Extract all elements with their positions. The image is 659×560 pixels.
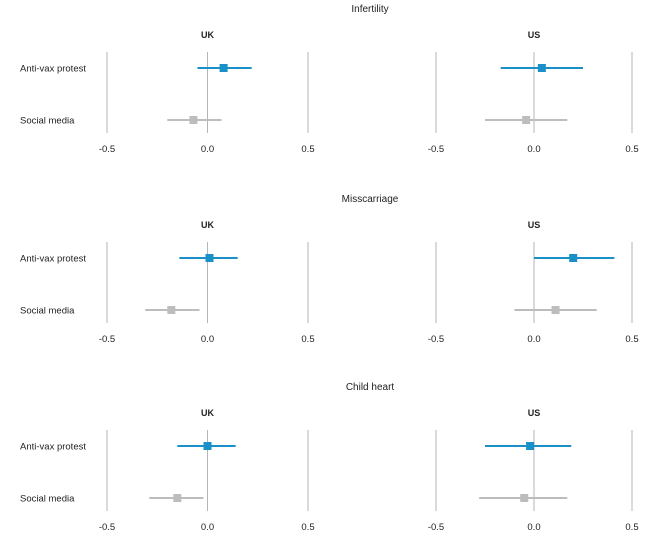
tick-label: 0.0 (201, 144, 214, 155)
point-estimate (167, 306, 176, 314)
tick-label: 0.5 (301, 522, 314, 533)
panel-title: Infertility (351, 4, 388, 15)
facet-label: UK (201, 30, 214, 40)
facet-label: UK (201, 408, 214, 418)
tick-label: 0.0 (201, 522, 214, 533)
point-estimate (189, 116, 198, 124)
tick-label: 0.0 (527, 334, 540, 345)
point-estimate (522, 116, 531, 124)
point-estimate (203, 442, 212, 450)
facet-label: US (528, 220, 541, 230)
tick-label: -0.5 (428, 144, 444, 155)
tick-label: -0.5 (99, 334, 115, 345)
point-estimate (520, 494, 529, 502)
facet-label: US (528, 408, 541, 418)
row-label: Social media (20, 116, 75, 127)
tick-label: -0.5 (428, 334, 444, 345)
tick-label: -0.5 (99, 144, 115, 155)
tick-label: 0.5 (301, 144, 314, 155)
facet-us: US -0.5 0.0 0.5 (428, 30, 639, 155)
facet-us: US -0.5 0.0 0.5 (428, 220, 639, 345)
tick-label: 0.5 (625, 522, 638, 533)
point-estimate (551, 306, 560, 314)
panel-1: Misscarriage Anti-vax protest Social media… (20, 194, 639, 345)
panel-title: Misscarriage (342, 194, 399, 205)
panel-2: Child heart Anti-vax protest Social media U… (20, 382, 639, 533)
facet-uk: UK -0.5 0.0 0.5 (99, 30, 315, 155)
facet-uk: UK -0.5 0.0 0.5 (99, 408, 315, 533)
panel-0: Infertility Anti-vax protest Social media U… (20, 4, 639, 155)
point-estimate (205, 254, 214, 262)
facet-label: US (528, 30, 541, 40)
tick-label: -0.5 (428, 522, 444, 533)
row-label: Social media (20, 494, 75, 505)
point-estimate (219, 64, 228, 72)
tick-label: 0.0 (527, 144, 540, 155)
facet-us: US -0.5 0.0 0.5 (428, 408, 639, 533)
facet-label: UK (201, 220, 214, 230)
tick-label: 0.5 (625, 144, 638, 155)
row-label: Social media (20, 306, 75, 317)
tick-label: 0.5 (301, 334, 314, 345)
point-estimate (537, 64, 546, 72)
panel-title: Child heart (346, 382, 395, 393)
point-estimate (526, 442, 535, 450)
tick-label: 0.0 (201, 334, 214, 345)
point-estimate (569, 254, 578, 262)
row-label: Anti-vax protest (20, 442, 86, 453)
tick-label: 0.5 (625, 334, 638, 345)
row-label: Anti-vax protest (20, 254, 86, 265)
row-label: Anti-vax protest (20, 64, 86, 75)
point-estimate (173, 494, 182, 502)
tick-label: 0.0 (527, 522, 540, 533)
tick-label: -0.5 (99, 522, 115, 533)
facet-uk: UK -0.5 0.0 0.5 (99, 220, 315, 345)
